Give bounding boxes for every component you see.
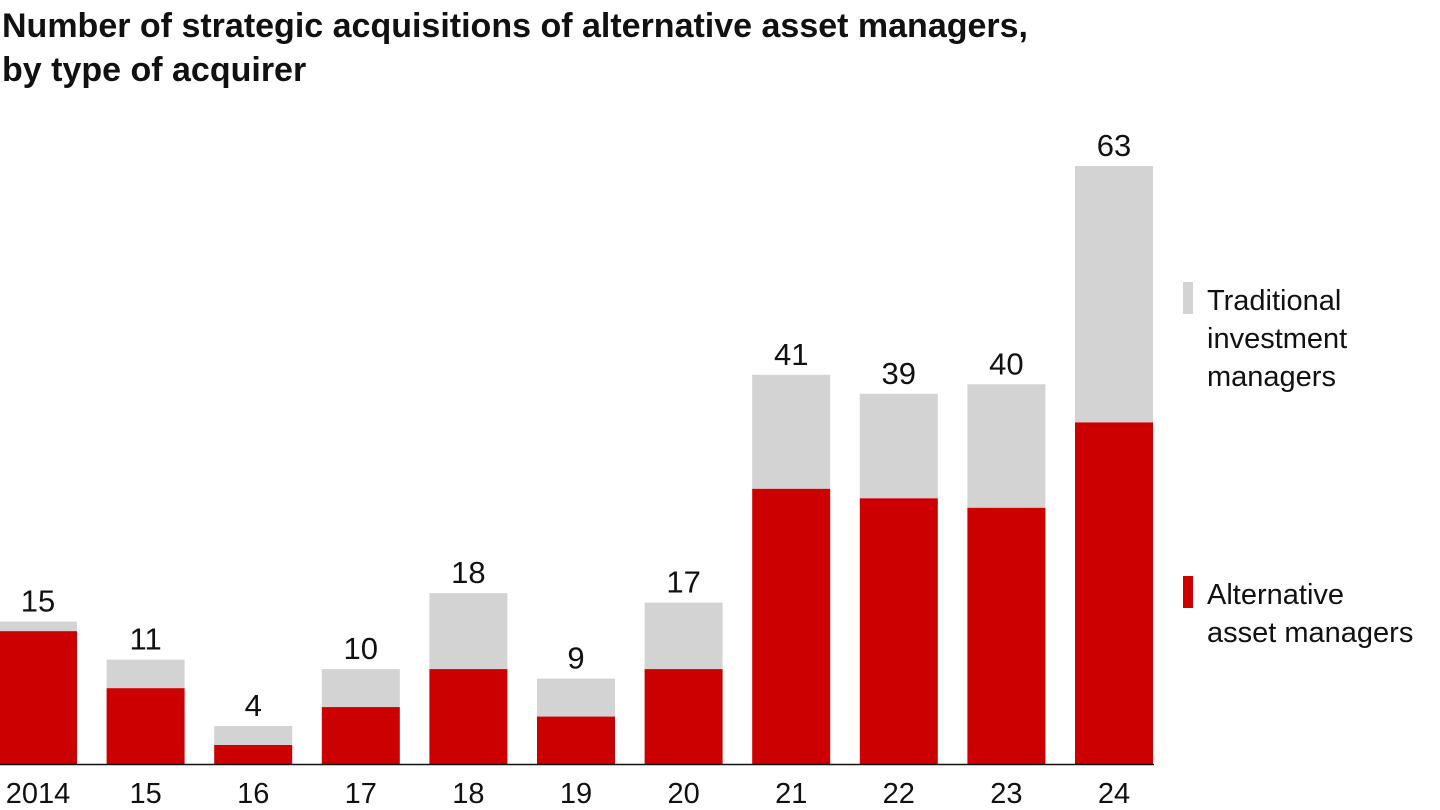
bar-traditional — [214, 726, 293, 745]
bar-alternative — [321, 707, 400, 764]
bar-alternative — [967, 507, 1046, 764]
x-tick-label: 21 — [775, 778, 807, 810]
legend-label-line: Traditional — [1207, 285, 1342, 317]
total-label: 15 — [21, 584, 55, 619]
bar-alternative — [537, 716, 615, 764]
total-label: 18 — [451, 555, 485, 590]
x-tick-label: 17 — [345, 778, 377, 810]
legend-label-line: investment — [1207, 323, 1348, 355]
bar-traditional — [967, 384, 1046, 508]
x-tick-label: 22 — [883, 778, 915, 810]
legend-item-traditional: Traditional investment managers — [1183, 282, 1347, 396]
x-tick-label: 16 — [237, 778, 269, 810]
bar-traditional — [106, 659, 185, 689]
bar-alternative — [429, 669, 508, 764]
legend-item-alternative: Alternative asset managers — [1183, 576, 1413, 652]
bar-traditional — [859, 393, 938, 499]
legend-swatch-traditional — [1183, 282, 1193, 314]
x-tick-label: 2014 — [6, 778, 71, 810]
x-tick-label: 19 — [560, 778, 592, 810]
bar-alternative — [1075, 422, 1153, 764]
total-label: 63 — [1097, 128, 1131, 163]
bar-traditional — [752, 374, 831, 489]
chart-title-line: Number of strategic acquisitions of alte… — [2, 7, 1028, 45]
total-label: 9 — [567, 641, 584, 676]
bar-traditional — [537, 678, 615, 717]
bar-traditional — [321, 669, 400, 708]
total-label: 10 — [344, 631, 378, 666]
bar-alternative — [0, 631, 77, 764]
legend-label-line: managers — [1207, 361, 1336, 393]
chart-title-line: by type of acquirer — [2, 51, 307, 89]
total-label: 39 — [882, 356, 916, 391]
legend-label-traditional: Traditional investment managers — [1207, 282, 1347, 396]
bar-alternative — [106, 688, 185, 764]
legend-label-alternative: Alternative asset managers — [1207, 576, 1413, 652]
total-label: 40 — [989, 346, 1023, 381]
legend-label-line: Alternative — [1207, 579, 1345, 611]
total-label: 11 — [130, 622, 162, 657]
x-tick-label: 24 — [1098, 778, 1130, 810]
bar-traditional — [0, 621, 77, 632]
chart-title: Number of strategic acquisitions of alte… — [2, 4, 1432, 92]
bar-traditional — [429, 593, 508, 669]
bar-traditional — [1075, 166, 1153, 423]
legend-label-line: asset managers — [1207, 617, 1414, 649]
bar-alternative — [859, 498, 938, 764]
bar-alternative — [752, 488, 831, 764]
bar-alternative — [214, 745, 293, 764]
total-label: 41 — [774, 337, 808, 372]
bar-alternative — [644, 669, 723, 764]
x-tick-label: 15 — [129, 778, 161, 810]
x-tick-label: 20 — [667, 778, 699, 810]
total-label: 17 — [666, 565, 700, 600]
legend-swatch-alternative — [1183, 576, 1193, 608]
x-tick-label: 23 — [990, 778, 1022, 810]
x-tick-label: 18 — [452, 778, 484, 810]
bar-traditional — [644, 602, 723, 669]
total-label: 4 — [245, 688, 262, 723]
